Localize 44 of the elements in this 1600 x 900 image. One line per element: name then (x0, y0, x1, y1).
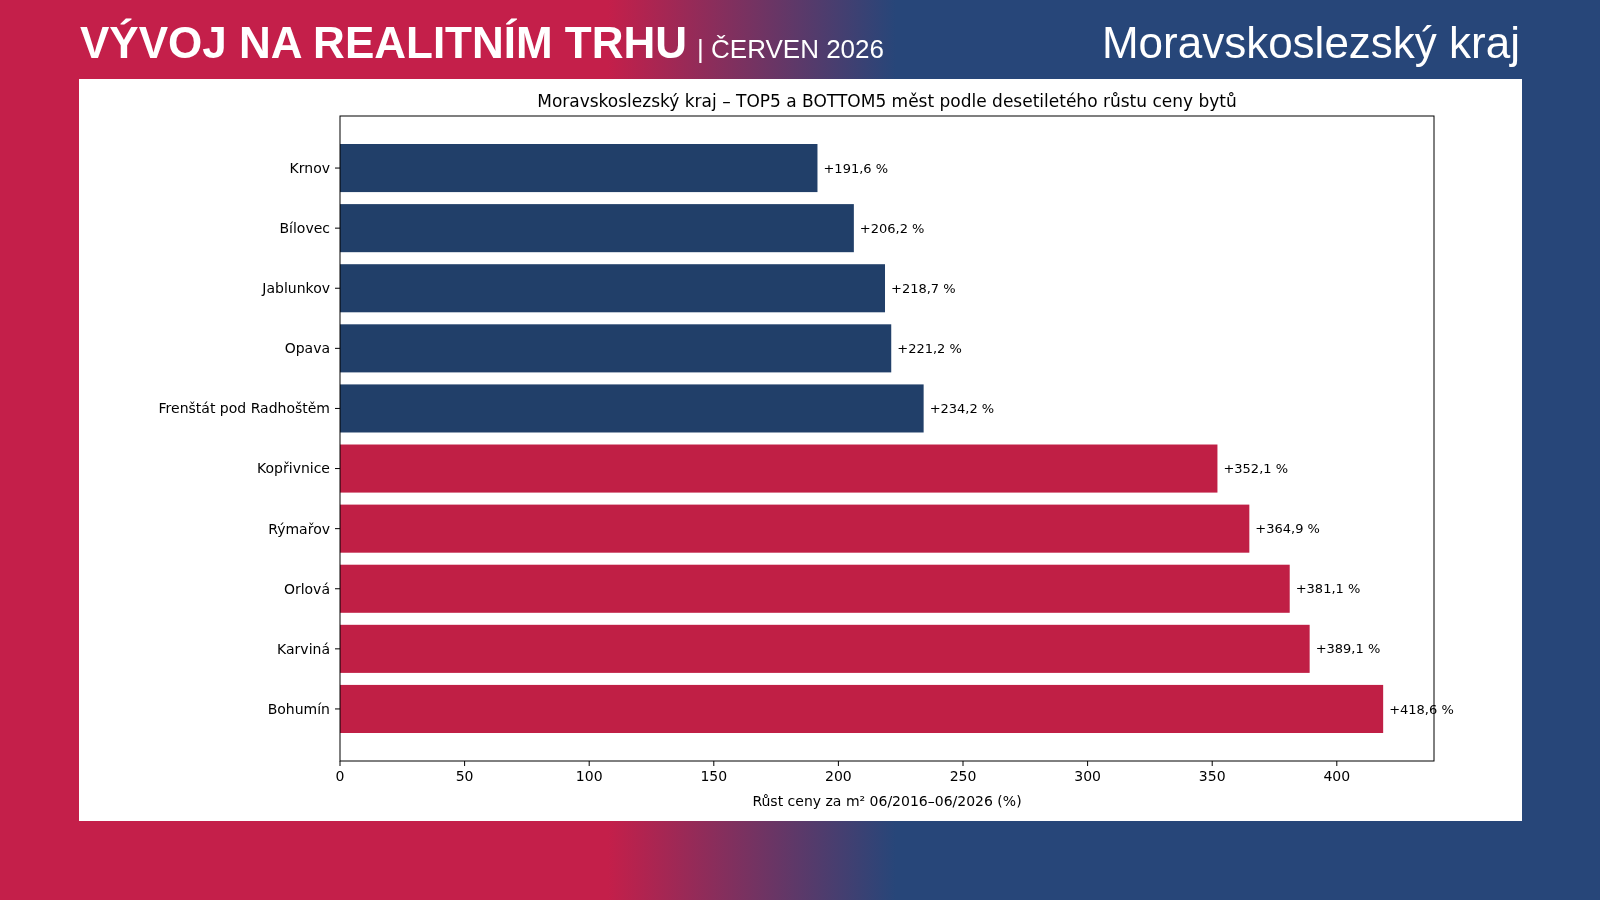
y-tick-label: Jablunkov (261, 280, 330, 297)
data-label: +418,6 % (1389, 701, 1454, 717)
y-tick-label: Opava (284, 340, 330, 357)
y-tick-label: Bílovec (279, 220, 330, 237)
data-label: +352,1 % (1223, 461, 1289, 477)
bar (340, 264, 886, 313)
data-label: +381,1 % (1295, 581, 1361, 597)
data-label: +364,9 % (1255, 521, 1320, 537)
data-label: +218,7 % (891, 280, 956, 296)
x-tick-label: 200 (825, 768, 852, 784)
bar (340, 444, 1218, 493)
y-tick-label: Krnov (289, 159, 330, 176)
bar (340, 384, 924, 433)
x-tick-label: 100 (575, 768, 603, 784)
data-label: +206,2 % (859, 220, 925, 236)
bar (340, 564, 1290, 613)
y-tick-label: Frenštát pod Radhoštěm (158, 400, 330, 417)
x-tick-label: 0 (335, 768, 345, 784)
x-tick-label: 250 (949, 768, 977, 784)
chart-title: Moravskoslezský kraj – TOP5 a BOTTOM5 měst podle desetiletého růstu ceny bytů (537, 91, 1237, 111)
bar (340, 504, 1250, 553)
y-tick-label: Kopřivnice (257, 460, 330, 477)
text: | ČERVEN 2026 (697, 34, 884, 64)
text: Moravskoslezský kraj (1101, 18, 1520, 67)
x-tick-label: 350 (1198, 768, 1226, 784)
bar (340, 684, 1384, 733)
x-axis-title: Růst ceny za m² 06/2016–06/2026 (%) (752, 793, 1022, 809)
y-tick-label: Karviná (277, 640, 330, 657)
x-tick-label: 150 (700, 768, 728, 784)
bar (340, 144, 818, 193)
y-tick-label: Bohumín (267, 700, 330, 717)
y-tick-label: Orlová (283, 580, 330, 597)
x-tick-label: 400 (1323, 768, 1351, 784)
text: VÝVOJ NA REALITNÍM TRHU (80, 18, 688, 67)
data-label: +389,1 % (1315, 641, 1381, 657)
bar (340, 624, 1310, 673)
y-tick-label: Rýmařov (268, 520, 330, 537)
data-label: +221,2 % (897, 340, 962, 356)
bar (340, 204, 854, 253)
data-label: +234,2 % (929, 401, 995, 416)
bar (340, 324, 892, 373)
data-label: +191,6 % (823, 160, 889, 176)
x-tick-label: 300 (1074, 768, 1101, 784)
x-tick-label: 50 (455, 768, 474, 784)
